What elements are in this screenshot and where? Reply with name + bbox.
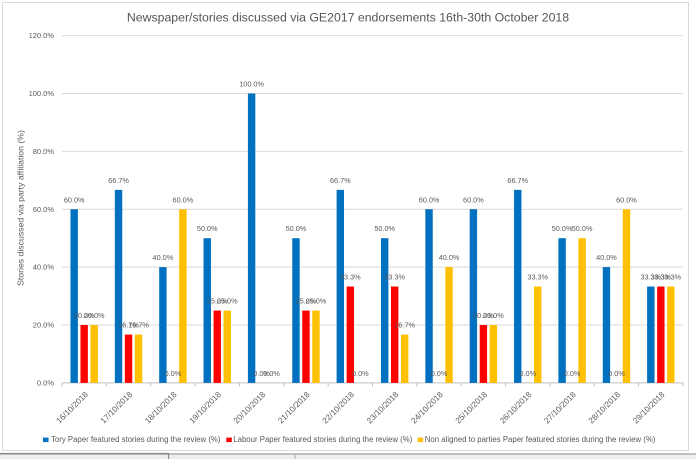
svg-text:0.0%: 0.0% xyxy=(352,369,369,378)
svg-text:40.0%: 40.0% xyxy=(439,253,460,262)
svg-text:60.0%: 60.0% xyxy=(33,205,55,214)
svg-text:16.7%: 16.7% xyxy=(128,321,149,330)
svg-text:33.3%: 33.3% xyxy=(527,273,548,282)
svg-text:Stories discussed via party af: Stories discussed via party affiliation … xyxy=(16,130,26,286)
svg-text:0.0%: 0.0% xyxy=(608,369,625,378)
svg-text:Non aligned to parties Paper f: Non aligned to parties Paper featured st… xyxy=(425,435,656,444)
svg-text:33.3%: 33.3% xyxy=(640,273,661,282)
svg-text:33.3%: 33.3% xyxy=(660,273,681,282)
svg-text:33.3%: 33.3% xyxy=(650,273,671,282)
svg-text:60.0%: 60.0% xyxy=(173,195,194,204)
svg-text:16.7%: 16.7% xyxy=(394,321,415,330)
svg-text:50.0%: 50.0% xyxy=(552,224,573,233)
svg-text:Newspaper/stories discussed vi: Newspaper/stories discussed via GE2017 e… xyxy=(127,10,569,24)
svg-text:40.0%: 40.0% xyxy=(33,263,55,272)
svg-text:Tory Paper featured stories du: Tory Paper featured stories during the r… xyxy=(51,435,221,444)
svg-text:80.0%: 80.0% xyxy=(33,147,55,156)
svg-text:16.7%: 16.7% xyxy=(118,321,139,330)
svg-text:50.0%: 50.0% xyxy=(197,224,218,233)
svg-text:20.0%: 20.0% xyxy=(473,311,494,320)
svg-text:60.0%: 60.0% xyxy=(616,195,637,204)
svg-text:100.0%: 100.0% xyxy=(239,80,264,89)
svg-text:60.0%: 60.0% xyxy=(419,195,440,204)
svg-text:20.0%: 20.0% xyxy=(33,321,55,330)
svg-text:50.0%: 50.0% xyxy=(374,224,395,233)
svg-text:0.0%: 0.0% xyxy=(564,369,581,378)
svg-text:0.0%: 0.0% xyxy=(253,369,270,378)
svg-text:33.3%: 33.3% xyxy=(384,273,405,282)
svg-text:25.0%: 25.0% xyxy=(207,297,228,306)
svg-text:20.0%: 20.0% xyxy=(483,311,504,320)
svg-text:66.7%: 66.7% xyxy=(330,176,351,185)
svg-text:0.0%: 0.0% xyxy=(519,369,536,378)
svg-text:60.0%: 60.0% xyxy=(64,195,85,204)
svg-text:60.0%: 60.0% xyxy=(463,195,484,204)
svg-text:66.7%: 66.7% xyxy=(507,176,528,185)
svg-text:0.0%: 0.0% xyxy=(37,379,54,388)
svg-text:40.0%: 40.0% xyxy=(153,253,174,262)
svg-text:50.0%: 50.0% xyxy=(572,224,593,233)
svg-text:66.7%: 66.7% xyxy=(108,176,129,185)
svg-text:20.0%: 20.0% xyxy=(74,311,95,320)
svg-text:25.0%: 25.0% xyxy=(296,297,317,306)
svg-text:Labour Paper featured stories: Labour Paper featured stories during the… xyxy=(233,435,412,444)
svg-text:0.0%: 0.0% xyxy=(431,369,448,378)
svg-text:20.0%: 20.0% xyxy=(84,311,105,320)
svg-text:33.3%: 33.3% xyxy=(340,273,361,282)
svg-text:25.0%: 25.0% xyxy=(217,297,238,306)
svg-text:0.0%: 0.0% xyxy=(165,369,182,378)
svg-text:0.0%: 0.0% xyxy=(263,369,280,378)
svg-text:40.0%: 40.0% xyxy=(596,253,617,262)
svg-text:100.0%: 100.0% xyxy=(29,89,55,98)
svg-text:50.0%: 50.0% xyxy=(286,224,307,233)
svg-text:120.0%: 120.0% xyxy=(29,31,55,40)
svg-text:25.0%: 25.0% xyxy=(306,297,327,306)
